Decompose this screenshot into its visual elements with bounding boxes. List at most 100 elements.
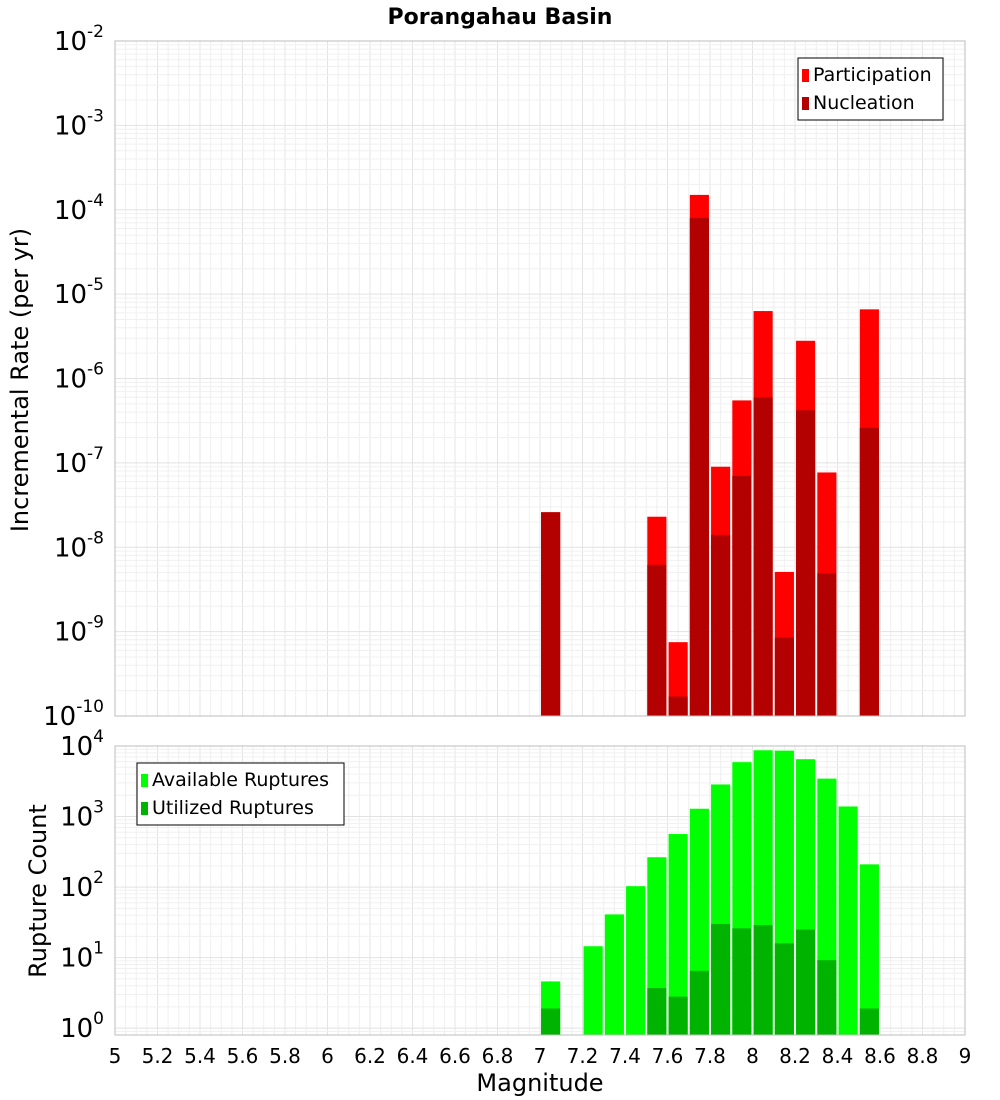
top-bar-series2 [668, 696, 688, 716]
x-tick-label: 7.4 [609, 1044, 641, 1068]
top-y-tick-label: 10-6 [54, 360, 104, 395]
x-tick-label: 7.6 [652, 1044, 684, 1068]
top-y-tick-label: 10-10 [43, 697, 104, 732]
bottom-y-tick-label: 100 [60, 1009, 104, 1044]
x-tick-label: 8.6 [864, 1044, 896, 1068]
tick-exponent: -2 [87, 22, 104, 42]
bottom-bar-series2 [732, 928, 752, 1035]
bottom-x-ticks: 5 5.2 5.4 5.6 5.8 6 6.2 6.4 6.6 6.8 7 7.2 7.4 7.6 7.8 8… [109, 1044, 972, 1068]
top-bar-series2 [732, 475, 752, 716]
bottom-bar-series1 [604, 914, 624, 1035]
bottom-bar-series2 [796, 929, 816, 1035]
top-y-tick-label: 10-9 [54, 613, 104, 648]
bottom-legend-box [136, 762, 345, 826]
x-tick-label: 6.4 [397, 1044, 429, 1068]
tick-base: 10 [54, 111, 87, 141]
top-y-tick-label: 10-7 [54, 444, 104, 479]
bottom-bar-series1 [583, 946, 603, 1035]
legend-swatch [141, 774, 148, 787]
top-bar-series2 [689, 217, 709, 716]
x-tick-label: 6 [321, 1044, 334, 1068]
tick-exponent: -3 [87, 106, 104, 126]
x-tick-label: 5 [109, 1044, 122, 1068]
x-tick-label: 8 [746, 1044, 759, 1068]
tick-exponent: 3 [93, 798, 104, 818]
top-bar-series2 [753, 397, 773, 716]
tick-base: 10 [54, 196, 87, 226]
top-grid [114, 40, 966, 717]
bottom-y-tick-label: 102 [60, 868, 104, 903]
bottom-bar-series1 [838, 806, 858, 1035]
x-tick-label: 7 [534, 1044, 547, 1068]
tick-exponent: -6 [87, 360, 104, 380]
x-tick-label: 5.6 [227, 1044, 259, 1068]
bottom-bar-series2 [753, 925, 773, 1035]
legend-label: Participation [813, 64, 932, 86]
tick-base: 10 [54, 27, 87, 57]
legend-swatch [802, 97, 809, 110]
bottom-bar-series2 [711, 923, 731, 1035]
tick-exponent: 1 [93, 939, 104, 959]
bottom-bar-series1 [668, 834, 688, 1035]
tick-base: 10 [54, 365, 87, 395]
bottom-bars [541, 750, 879, 1035]
bottom-y-tick-label: 103 [60, 798, 104, 833]
bottom-y-tick-label: 101 [60, 939, 104, 974]
tick-base: 10 [60, 1014, 93, 1044]
x-tick-label: 8.2 [779, 1044, 811, 1068]
bottom-bar-series2 [541, 1008, 561, 1035]
top-bar-series2 [711, 534, 731, 716]
tick-exponent: 0 [93, 1009, 104, 1029]
legend-label: Utilized Ruptures [152, 797, 314, 819]
bottom-bar-series2 [774, 943, 794, 1035]
x-tick-label: 6.6 [439, 1044, 471, 1068]
legend-label: Available Ruptures [152, 769, 329, 791]
tick-exponent: -9 [87, 613, 104, 633]
bottom-y-tick-label: 104 [60, 727, 104, 762]
tick-base: 10 [43, 702, 76, 732]
tick-base: 10 [60, 803, 93, 833]
tick-exponent: -4 [87, 191, 104, 211]
x-tick-label: 9 [959, 1044, 972, 1068]
tick-exponent: 4 [93, 727, 104, 747]
bottom-y-axis-label: Rupture Count [24, 804, 52, 978]
tick-base: 10 [54, 280, 87, 310]
x-tick-label: 7.8 [694, 1044, 726, 1068]
x-tick-label: 6.2 [354, 1044, 386, 1068]
top-plot-border [114, 40, 966, 717]
tick-base: 10 [54, 533, 87, 563]
x-tick-label: 8.8 [907, 1044, 939, 1068]
x-tick-label: 7.2 [567, 1044, 599, 1068]
x-tick-label: 6.8 [482, 1044, 514, 1068]
x-tick-label: 5.2 [142, 1044, 174, 1068]
top-y-tick-label: 10-3 [54, 106, 104, 141]
bottom-bar-series1 [859, 864, 879, 1035]
top-bar-series2 [774, 637, 794, 716]
bottom-bar-series2 [647, 988, 667, 1035]
bottom-plot-border [114, 745, 966, 1036]
legend-swatch [141, 802, 148, 815]
bottom-bar-series2 [817, 960, 837, 1035]
x-tick-label: 5.8 [269, 1044, 301, 1068]
chart-title: Porangahau Basin [388, 5, 613, 30]
top-bars [541, 194, 879, 716]
tick-exponent: -5 [87, 275, 104, 295]
top-y-tick-label: 10-4 [54, 191, 104, 226]
top-y-tick-label: 10-5 [54, 275, 104, 310]
tick-base: 10 [54, 449, 87, 479]
bottom-bar-series1 [626, 886, 646, 1035]
top-y-tick-label: 10-2 [54, 22, 104, 57]
legend-label: Nucleation [813, 92, 915, 114]
tick-exponent: -10 [76, 697, 104, 717]
x-tick-label: 8.4 [822, 1044, 854, 1068]
bottom-legend: Available Ruptures Utilized Ruptures [136, 762, 345, 826]
bottom-bar-series2 [689, 970, 709, 1035]
top-bar-series2 [796, 410, 816, 716]
top-y-tick-label: 10-8 [54, 528, 104, 563]
tick-base: 10 [60, 732, 93, 762]
